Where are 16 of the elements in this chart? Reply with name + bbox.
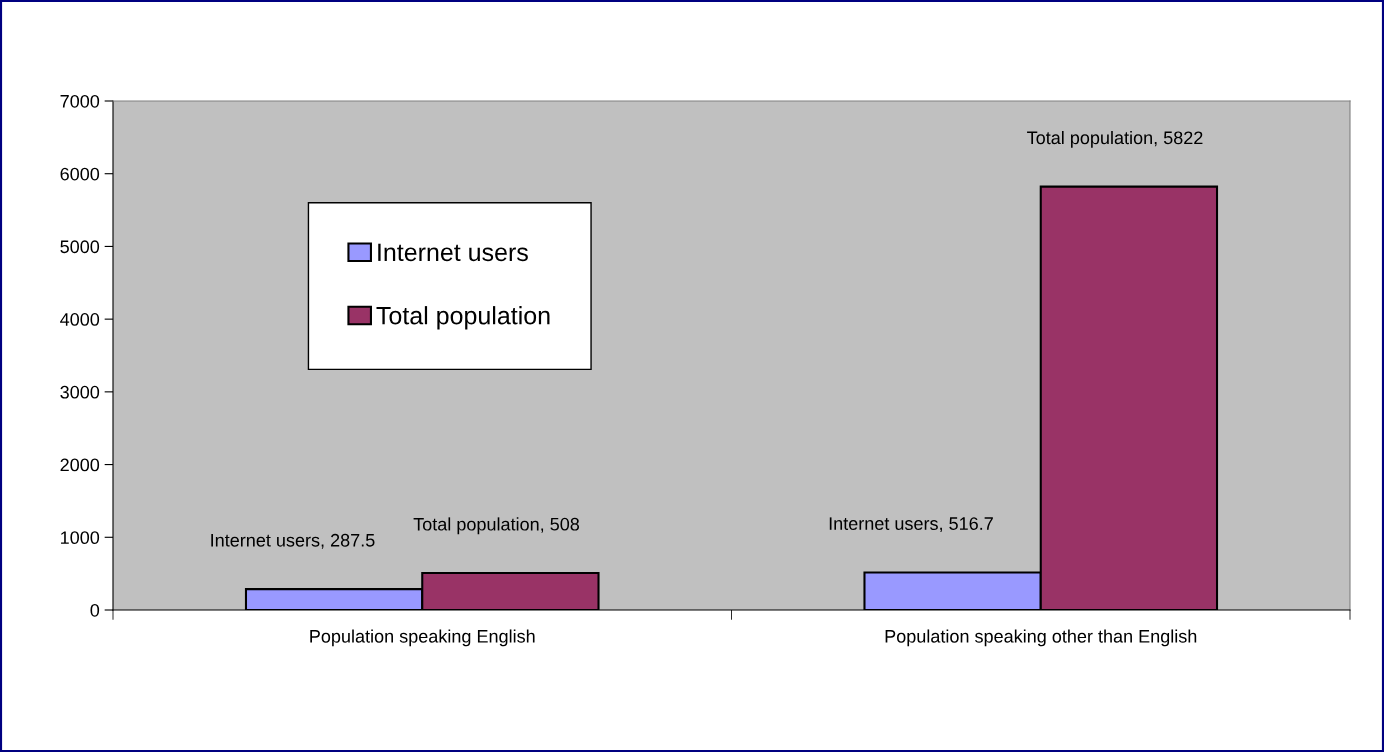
y-tick-label: 4000	[60, 313, 100, 326]
data-label: Internet users, 516.7	[829, 517, 993, 533]
data-label: Total population, 5822	[1027, 130, 1203, 148]
y-tick-label: 3000	[60, 385, 100, 399]
y-tick-label: 1000	[61, 531, 100, 545]
y-tick-label: 2000	[60, 458, 100, 472]
y-tick-label: 5000	[60, 240, 100, 254]
y-tick-label: 6000	[60, 167, 100, 181]
legend-label: Total population	[376, 306, 550, 330]
data-label: Internet users, 287.5	[211, 533, 375, 549]
y-tick-label: 7000	[60, 94, 100, 108]
x-tick-label: Population speaking other than English	[885, 629, 1197, 647]
legend-label: Internet users	[378, 243, 528, 262]
data-label: Total population, 508	[413, 517, 580, 535]
y-tick-label: 0	[90, 603, 100, 617]
x-tick-label: Population speaking English	[310, 629, 535, 647]
